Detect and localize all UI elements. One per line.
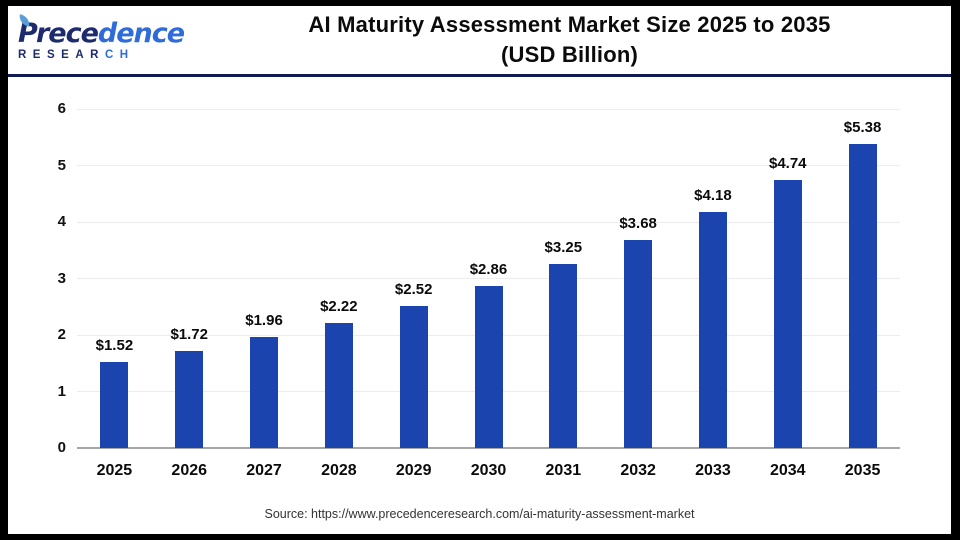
x-tick-label-2027: 2027 bbox=[246, 462, 282, 479]
y-tick-label-3: 3 bbox=[57, 269, 66, 287]
bar-value-2032: $3.68 bbox=[619, 215, 657, 233]
y-tick-label-5: 5 bbox=[57, 156, 66, 174]
x-tick-label-2035: 2035 bbox=[844, 462, 881, 479]
bar-value-2031: $3.25 bbox=[544, 239, 583, 257]
bar-2027 bbox=[250, 337, 279, 448]
y-tick-label-1: 1 bbox=[57, 382, 66, 400]
gridline-3 bbox=[77, 278, 900, 279]
chart-title-line2: (USD Billion) bbox=[500, 42, 639, 67]
source-note: Source: https://www.precedenceresearch.c… bbox=[264, 507, 695, 521]
bar-2034 bbox=[773, 180, 802, 448]
gridline-5 bbox=[77, 165, 900, 166]
logo-wordmark: Precedence bbox=[18, 13, 198, 49]
x-tick-label-2025: 2025 bbox=[96, 462, 133, 479]
bar-2026 bbox=[175, 350, 204, 448]
gridline-4 bbox=[77, 221, 900, 223]
bar-value-2029: $2.52 bbox=[394, 280, 433, 298]
bar-value-2034: $4.74 bbox=[768, 155, 807, 173]
bar-value-2026: $1.72 bbox=[170, 325, 208, 343]
bar-value-2035: $5.38 bbox=[843, 119, 882, 137]
logo-text-dark: Prece bbox=[18, 17, 99, 49]
logo-text-light: dence bbox=[97, 17, 185, 49]
bar-value-2025: $1.52 bbox=[95, 337, 134, 355]
bar-2032 bbox=[624, 240, 653, 448]
plot-area: $1.52 $1.72 $1.96 $2.22 $2.52 $2.86 $3.25 $3.68… bbox=[77, 108, 900, 449]
bar-value-2033: $4.18 bbox=[694, 186, 732, 204]
y-tick-label-2: 2 bbox=[57, 326, 66, 343]
x-tick-label-2033: 2033 bbox=[695, 462, 731, 479]
bar-2033 bbox=[698, 211, 727, 448]
y-tick-label-4: 4 bbox=[57, 213, 66, 230]
bar-2028 bbox=[324, 322, 353, 448]
x-tick-label-2026: 2026 bbox=[171, 462, 208, 479]
bar-value-2030: $2.86 bbox=[469, 261, 508, 279]
x-tick-label-2029: 2029 bbox=[395, 462, 432, 479]
chart-area: $1.52 $1.72 $1.96 $2.22 $2.52 $2.86 $3.25 $3.68… bbox=[8, 77, 951, 534]
bar-2029 bbox=[399, 305, 428, 448]
x-tick-label-2028: 2028 bbox=[321, 462, 357, 479]
bar-2025 bbox=[100, 362, 129, 448]
y-tick-label-0: 0 bbox=[57, 439, 66, 456]
x-tick-label-2031: 2031 bbox=[545, 462, 582, 479]
y-tick-label-6: 6 bbox=[57, 100, 66, 117]
logo-research-label: RESEARCH bbox=[18, 49, 198, 61]
x-tick-label-2030: 2030 bbox=[470, 462, 507, 479]
bar-value-2028: $2.22 bbox=[320, 297, 358, 315]
bar-2030 bbox=[474, 286, 503, 448]
gridline-6 bbox=[77, 108, 900, 110]
x-tick-label-2034: 2034 bbox=[769, 462, 806, 479]
bar-value-2027: $1.96 bbox=[245, 312, 283, 330]
x-tick-label-2032: 2032 bbox=[620, 462, 656, 479]
logo-research-light: CH bbox=[104, 48, 135, 61]
logo-research-dark: RESEAR bbox=[18, 48, 105, 61]
chart-title-line1: AI Maturity Assessment Market Size 2025 … bbox=[308, 12, 831, 37]
chart-title: AI Maturity Assessment Market Size 2025 … bbox=[198, 10, 951, 70]
bar-2031 bbox=[549, 264, 578, 448]
precedence-logo: Precedence RESEARCH bbox=[8, 13, 198, 61]
x-axis-line bbox=[77, 447, 900, 449]
header: Precedence RESEARCH AI Maturity Assessme… bbox=[8, 6, 951, 77]
bar-2035 bbox=[848, 144, 877, 448]
